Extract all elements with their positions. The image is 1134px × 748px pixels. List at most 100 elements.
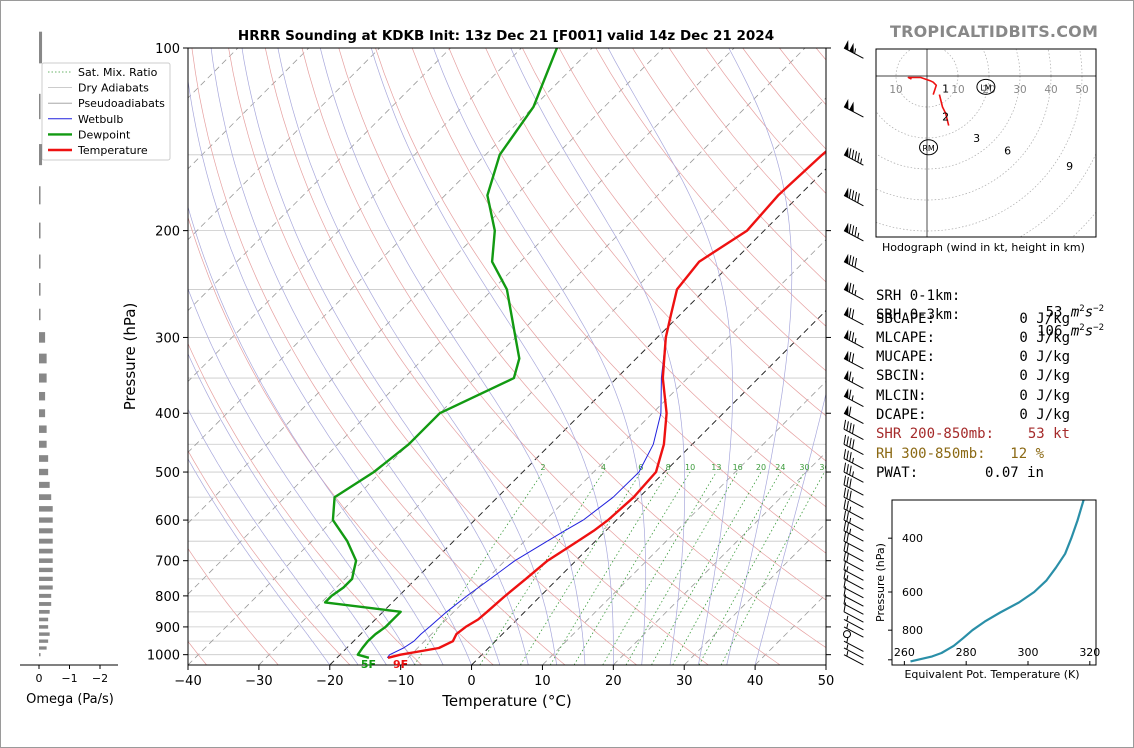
omega-bar — [39, 602, 52, 606]
barb-staff — [843, 619, 864, 631]
barb-half — [849, 528, 852, 534]
barb-full — [846, 436, 849, 446]
hodograph-height-label: 2 — [942, 110, 949, 123]
x-tick-label: 50 — [818, 674, 835, 689]
omega-bar — [39, 528, 53, 534]
pseudoadiabat — [188, 458, 331, 665]
barb-flag — [844, 187, 849, 198]
x-tick-label: −40 — [174, 674, 201, 689]
barb-full — [848, 282, 852, 293]
barb-staff — [843, 530, 864, 542]
wind-barb — [843, 551, 864, 572]
sbcape-label: SBCAPE: — [876, 310, 936, 327]
rh-label: RH 300-850mb: — [876, 445, 986, 462]
omega-bar — [39, 576, 53, 581]
mixing-ratio-label: 2 — [540, 463, 545, 472]
omega-bar — [39, 31, 43, 64]
hodograph-height-label: 1 — [942, 82, 949, 95]
mixing-ratio-label: 20 — [756, 463, 766, 472]
theta-e-x-label: Equivalent Pot. Temperature (K) — [904, 668, 1079, 681]
barb-full — [849, 478, 852, 488]
barb-half — [854, 338, 857, 344]
mixing-ratio-line — [549, 471, 669, 665]
pseudoadiabat — [188, 408, 359, 665]
storm-motion-label: LM — [980, 83, 991, 92]
hodograph-plot: 10 10 20 30 40 50 1 2 3 6 9 LM RM — [875, 0, 1097, 238]
mixing-ratio-label: 4 — [601, 463, 606, 472]
omega-axis-label: Omega (Pa/s) — [26, 692, 114, 707]
wind-barb — [843, 434, 864, 456]
barb-half — [846, 615, 849, 622]
hodograph-segment — [980, 0, 1008, 20]
x-tick-label: 0 — [467, 674, 475, 689]
wind-barb — [843, 388, 864, 408]
omega-bar — [39, 538, 53, 544]
omega-bar — [39, 517, 53, 523]
barb-staff — [843, 443, 864, 456]
y-tick-label: 100 — [155, 42, 180, 57]
y-tick-label: 500 — [155, 466, 180, 481]
barb-half — [851, 377, 854, 383]
barb-half — [857, 232, 860, 239]
barb-staff — [843, 484, 864, 496]
sbcin-row: SBCIN: 0 J/kg — [876, 368, 1116, 387]
y-tick-label: 800 — [155, 590, 180, 605]
y-tick-label: 400 — [155, 407, 180, 422]
y-tick-label: 900 — [155, 621, 180, 636]
barb-full — [848, 351, 852, 362]
omega-tick-label: 0 — [36, 672, 43, 685]
barb-full — [843, 434, 847, 445]
theta-e-line — [910, 500, 1085, 663]
barb-full — [843, 531, 847, 542]
pseudoadiabat — [210, 48, 501, 665]
barb-full — [854, 227, 858, 237]
wind-barb — [843, 521, 864, 542]
barb-staff — [843, 261, 864, 273]
temperature-line — [387, 149, 826, 659]
legend-label: Dewpoint — [78, 128, 131, 141]
wind-barb — [843, 499, 864, 520]
x-tick-label: 10 — [534, 674, 551, 689]
omega-bar — [39, 639, 49, 643]
pseudoadiabat — [188, 78, 472, 665]
barb-staff — [843, 578, 864, 590]
barb-full — [849, 490, 852, 501]
barb-staff — [843, 496, 864, 508]
barb-staff — [843, 395, 864, 408]
barb-full — [846, 512, 849, 522]
mixing-ratio-label: 30 — [799, 463, 809, 472]
barb-full — [851, 332, 855, 342]
barb-full — [846, 421, 849, 431]
wind-barb — [843, 623, 864, 638]
mixing-ratio-line — [625, 471, 739, 665]
barb-full — [848, 188, 852, 199]
sbcape-row: SBCAPE: 0 J/kg — [876, 311, 1116, 330]
hodograph-ring-label: 10 — [889, 84, 902, 96]
omega-bar — [39, 653, 41, 657]
wind-barb — [843, 541, 864, 562]
surface-dewpoint-label: 5F — [361, 658, 376, 671]
barb-staff — [843, 519, 864, 531]
shear-value: 53 kt — [1027, 426, 1070, 443]
theta-e-x-tick-label: 260 — [894, 646, 915, 659]
barb-full — [848, 255, 852, 265]
watermark: TROPICALTIDBITS.COM — [890, 22, 1099, 41]
barb-full — [849, 452, 852, 462]
barb-flag — [844, 350, 849, 361]
dry-adiabat — [375, 48, 826, 601]
mixing-ratio-label: 36 — [819, 463, 829, 472]
omega-tick-label: −1 — [61, 672, 77, 685]
srh-0-1-unit-exp: −2 — [1093, 304, 1104, 314]
mixing-ratio-label: 24 — [775, 463, 785, 472]
mucape-label: MUCAPE: — [876, 349, 936, 366]
x-tick-label: 20 — [605, 674, 622, 689]
omega-plot: 0 −1 −2 Omega (Pa/s) — [20, 31, 118, 707]
omega-bar — [39, 481, 50, 488]
dry-adiabat — [522, 48, 826, 417]
dry-adiabat — [558, 48, 826, 372]
dry-adiabat — [191, 48, 566, 665]
wind-barb — [843, 560, 864, 581]
wind-barb — [843, 419, 864, 440]
wind-barb — [843, 449, 864, 470]
